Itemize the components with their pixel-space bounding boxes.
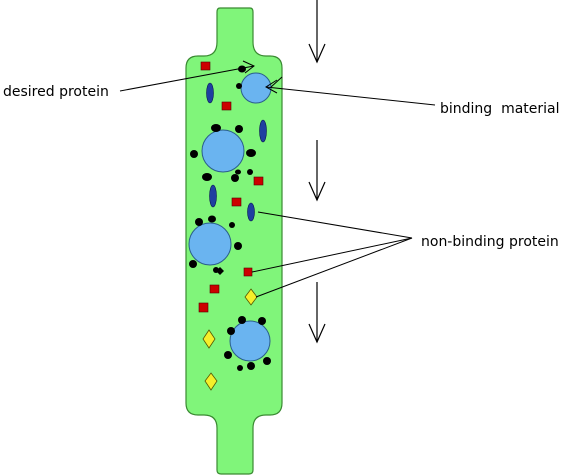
- desired-protein-label: desired protein: [3, 84, 109, 100]
- binding-bead: [188, 215, 242, 273]
- binding-bead: [224, 316, 271, 371]
- binding-material-label: binding material: [440, 101, 560, 117]
- non-binding-protein-blue: [206, 82, 267, 222]
- non-binding-protein-red: [198, 61, 264, 313]
- down-arrow-icon: [308, 0, 326, 64]
- binding-bead: [190, 124, 256, 182]
- non-binding-protein-yellow: [202, 288, 258, 391]
- non-binding-protein-label: non-binding protein: [421, 234, 559, 250]
- pointer-lines: [119, 60, 436, 298]
- binding-bead: [236, 65, 272, 104]
- down-arrow-icon: [308, 140, 326, 202]
- desired-protein-dot: [236, 83, 242, 89]
- stray-particles: [216, 169, 241, 275]
- desired-protein-dot: [238, 65, 246, 73]
- down-arrow-icon: [308, 282, 326, 344]
